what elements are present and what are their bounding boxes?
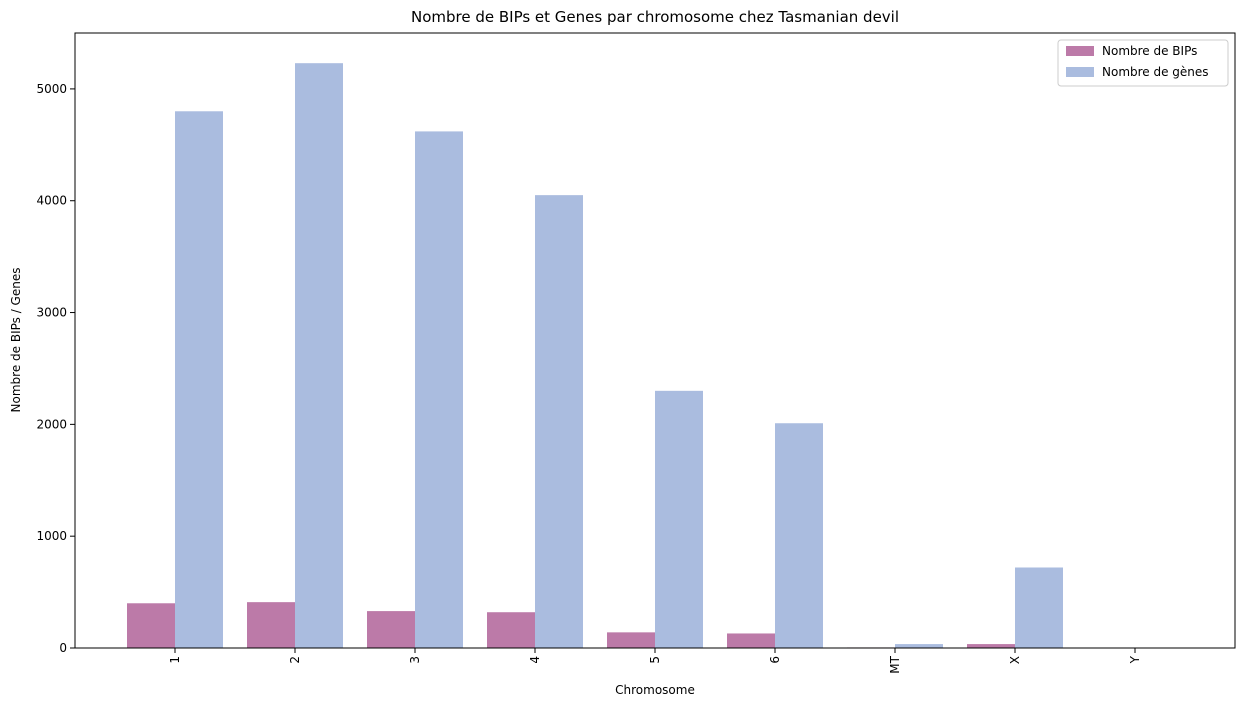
- x-axis-label: Chromosome: [615, 683, 695, 697]
- bars-layer: [127, 63, 1063, 649]
- y-axis: 0 1000 2000 3000 4000 5000: [36, 82, 75, 655]
- y-tick-label: 1000: [36, 529, 67, 543]
- legend-label-genes: Nombre de gènes: [1102, 65, 1209, 79]
- bar-genes-5: [655, 390, 703, 648]
- y-tick-label: 4000: [36, 194, 67, 208]
- y-tick-label: 2000: [36, 417, 67, 431]
- bar-genes-4: [535, 195, 583, 649]
- bar-bips-4: [487, 612, 535, 648]
- x-axis: 1 2 3 4 5 6 MT X Y: [168, 648, 1142, 674]
- x-tick-label: 4: [528, 656, 542, 664]
- bar-bips-2: [247, 602, 295, 648]
- bar-genes-1: [175, 111, 223, 649]
- x-tick-label: Y: [1128, 655, 1142, 664]
- bar-genes-X: [1015, 567, 1063, 648]
- x-tick-label: X: [1008, 656, 1022, 664]
- x-tick-label: 2: [288, 656, 302, 664]
- bar-genes-3: [415, 131, 463, 648]
- legend: Nombre de BIPs Nombre de gènes: [1057, 39, 1229, 87]
- legend-swatch-bips: [1066, 46, 1094, 56]
- x-tick-label: 6: [768, 656, 782, 664]
- legend-label-bips: Nombre de BIPs: [1102, 44, 1197, 58]
- bar-bips-5: [607, 632, 655, 648]
- y-tick-label: 5000: [36, 82, 67, 96]
- bar-genes-2: [295, 63, 343, 648]
- y-tick-label: 3000: [36, 306, 67, 320]
- y-axis-label: Nombre de BIPs / Genes: [9, 268, 23, 413]
- bar-bips-1: [127, 603, 175, 648]
- legend-swatch-genes: [1066, 67, 1094, 77]
- chart-title: Nombre de BIPs et Genes par chromosome c…: [411, 8, 899, 26]
- bar-genes-MT: [895, 644, 943, 648]
- bar-bips-6: [727, 633, 775, 648]
- bar-genes-6: [775, 423, 823, 648]
- y-tick-label: 0: [59, 641, 67, 655]
- bar-bips-X: [967, 644, 1015, 648]
- x-tick-label: MT: [888, 655, 902, 673]
- x-tick-label: 5: [648, 656, 662, 664]
- x-tick-label: 3: [408, 656, 422, 664]
- x-tick-label: 1: [168, 656, 182, 664]
- bar-bips-3: [367, 611, 415, 648]
- legend-frame: [1057, 39, 1229, 87]
